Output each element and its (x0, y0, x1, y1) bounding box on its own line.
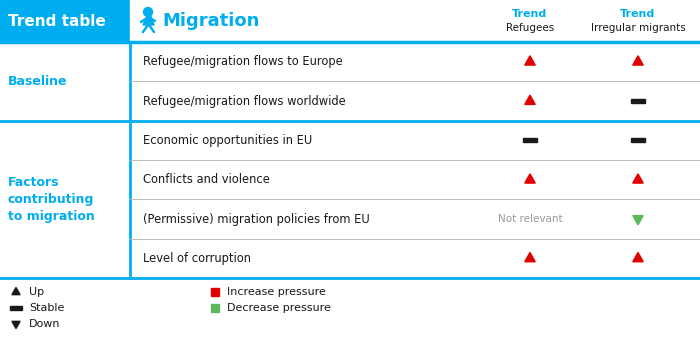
Text: Refugee/migration flows worldwide: Refugee/migration flows worldwide (143, 94, 346, 107)
Polygon shape (525, 252, 536, 262)
Text: Stable: Stable (29, 303, 64, 313)
Bar (10, 306, 22, 310)
Text: Refugees: Refugees (506, 23, 554, 33)
Polygon shape (12, 321, 20, 329)
Text: Trend: Trend (512, 9, 547, 19)
Text: Conflicts and violence: Conflicts and violence (143, 173, 270, 186)
Bar (631, 99, 645, 103)
Bar (211, 304, 219, 312)
Polygon shape (633, 56, 643, 65)
Bar (211, 288, 219, 296)
Text: Factors
contributing
to migration: Factors contributing to migration (8, 176, 95, 223)
Polygon shape (525, 56, 536, 65)
Bar (631, 138, 645, 142)
Text: Refugee/migration flows to Europe: Refugee/migration flows to Europe (143, 55, 343, 68)
Polygon shape (633, 216, 643, 225)
Text: (Permissive) migration policies from EU: (Permissive) migration policies from EU (143, 212, 370, 225)
Text: Increase pressure: Increase pressure (227, 287, 326, 297)
Polygon shape (633, 174, 643, 183)
Text: Down: Down (29, 319, 60, 329)
Polygon shape (12, 287, 20, 295)
Circle shape (144, 7, 153, 16)
Bar (0, 0, 130, 42)
Bar (523, 138, 537, 142)
Text: Irregular migrants: Irregular migrants (591, 23, 685, 33)
Text: Trend: Trend (620, 9, 656, 19)
Text: Up: Up (29, 287, 44, 297)
Text: Decrease pressure: Decrease pressure (227, 303, 331, 313)
Text: Baseline: Baseline (8, 75, 67, 88)
Bar (130, 0, 700, 42)
Polygon shape (143, 16, 154, 25)
Text: Economic opportunities in EU: Economic opportunities in EU (143, 134, 312, 147)
Text: Not relevant: Not relevant (498, 214, 562, 224)
Polygon shape (525, 95, 536, 104)
Text: Migration: Migration (162, 12, 260, 30)
Polygon shape (633, 252, 643, 262)
Text: Level of corruption: Level of corruption (143, 252, 251, 265)
Polygon shape (525, 174, 536, 183)
Text: Trend table: Trend table (8, 14, 106, 28)
